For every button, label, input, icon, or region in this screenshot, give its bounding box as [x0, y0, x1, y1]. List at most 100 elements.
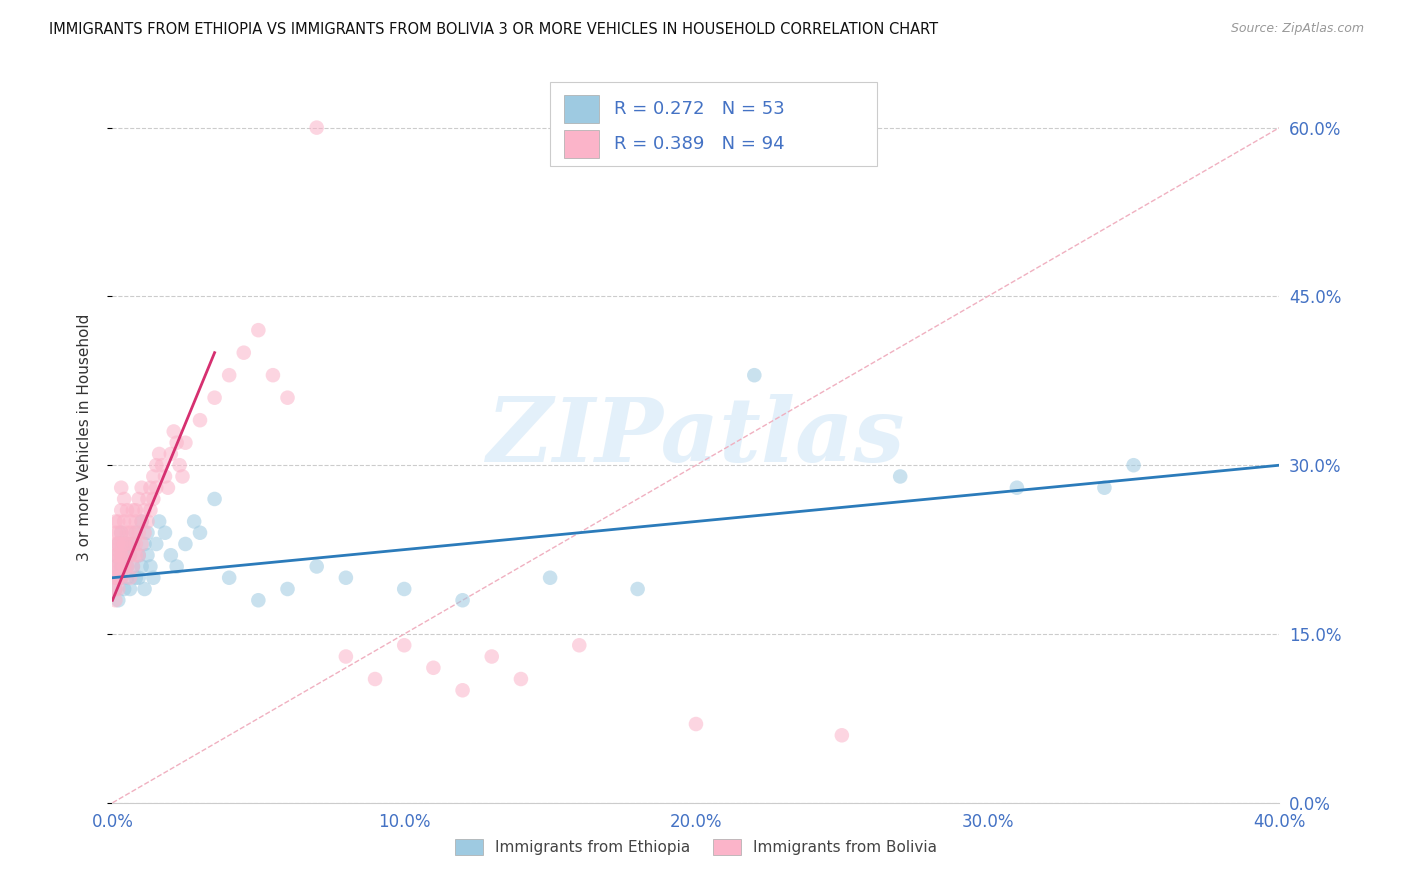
Point — [148, 447, 170, 461]
Point — [218, 368, 240, 383]
Point — [262, 368, 284, 383]
Point — [110, 559, 132, 574]
Y-axis label: 3 or more Vehicles in Household: 3 or more Vehicles in Household — [77, 313, 91, 561]
Point — [122, 559, 145, 574]
Point — [172, 469, 194, 483]
Point — [110, 525, 132, 540]
Point — [174, 435, 197, 450]
Point — [136, 515, 159, 529]
Point — [112, 491, 135, 506]
Point — [104, 582, 127, 596]
Point — [451, 683, 474, 698]
Point — [305, 120, 328, 135]
Legend: Immigrants from Ethiopia, Immigrants from Bolivia: Immigrants from Ethiopia, Immigrants fro… — [449, 833, 943, 861]
Point — [163, 425, 186, 439]
Point — [104, 515, 127, 529]
Point — [125, 503, 148, 517]
Point — [204, 391, 226, 405]
Point — [831, 728, 853, 742]
Point — [110, 571, 132, 585]
Point — [128, 548, 150, 562]
Point — [112, 537, 135, 551]
Point — [136, 491, 159, 506]
Point — [134, 582, 156, 596]
Point — [148, 515, 170, 529]
Point — [107, 537, 129, 551]
Point — [107, 593, 129, 607]
Point — [104, 571, 127, 585]
Point — [104, 548, 127, 562]
Point — [104, 548, 127, 562]
Point — [122, 525, 145, 540]
Point — [142, 491, 165, 506]
Point — [125, 571, 148, 585]
Point — [125, 548, 148, 562]
Point — [451, 593, 474, 607]
Point — [335, 649, 357, 664]
Point — [107, 525, 129, 540]
Point — [139, 503, 162, 517]
Point — [104, 525, 127, 540]
Point — [110, 559, 132, 574]
Point — [142, 571, 165, 585]
Point — [104, 571, 127, 585]
Point — [122, 559, 145, 574]
Point — [1094, 481, 1116, 495]
Point — [125, 525, 148, 540]
Text: R = 0.272   N = 53: R = 0.272 N = 53 — [614, 100, 785, 118]
Point — [481, 649, 503, 664]
Point — [110, 481, 132, 495]
Point — [139, 559, 162, 574]
Point — [104, 559, 127, 574]
Point — [509, 672, 531, 686]
Point — [107, 571, 129, 585]
Point — [364, 672, 387, 686]
Point — [134, 525, 156, 540]
Point — [153, 469, 176, 483]
Point — [110, 548, 132, 562]
Point — [204, 491, 226, 506]
Point — [112, 548, 135, 562]
Point — [276, 391, 298, 405]
Point — [107, 559, 129, 574]
Bar — [564, 130, 599, 158]
Point — [568, 638, 591, 652]
Point — [110, 571, 132, 585]
Point — [128, 571, 150, 585]
Point — [128, 548, 150, 562]
Point — [394, 582, 416, 596]
Point — [183, 515, 205, 529]
Point — [107, 537, 129, 551]
Point — [538, 571, 561, 585]
Point — [131, 559, 153, 574]
Point — [169, 458, 191, 473]
Point — [131, 515, 153, 529]
Point — [160, 548, 183, 562]
Point — [107, 571, 129, 585]
Point — [125, 515, 148, 529]
Point — [104, 593, 127, 607]
Point — [112, 515, 135, 529]
Point — [104, 537, 127, 551]
Point — [247, 593, 270, 607]
Point — [142, 469, 165, 483]
Point — [118, 525, 141, 540]
Point — [150, 458, 173, 473]
Point — [166, 435, 188, 450]
Point — [136, 548, 159, 562]
Point — [112, 582, 135, 596]
Point — [112, 559, 135, 574]
Point — [107, 559, 129, 574]
Point — [110, 525, 132, 540]
Point — [128, 491, 150, 506]
Point — [742, 368, 765, 383]
Point — [107, 571, 129, 585]
Point — [889, 469, 911, 483]
Point — [122, 537, 145, 551]
Point — [110, 503, 132, 517]
Point — [128, 525, 150, 540]
Point — [112, 537, 135, 551]
Point — [218, 571, 240, 585]
Point — [136, 525, 159, 540]
Point — [118, 582, 141, 596]
